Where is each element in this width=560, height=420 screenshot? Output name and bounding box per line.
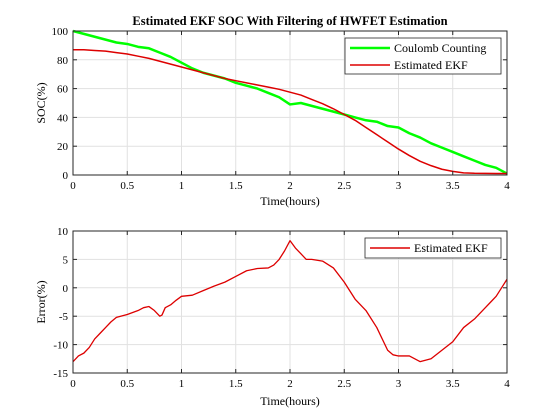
error-chart-series [72,240,508,363]
error-xtick-label: 1 [179,378,185,390]
error-ytick-label: 0 [63,283,69,295]
soc-xtick-label: 3.5 [446,180,460,192]
soc-legend-label-coulomb: Coulomb Counting [394,41,486,55]
soc-ytick-label: 0 [63,170,69,182]
soc-xtick-label: 2 [287,180,293,192]
soc-xtick-label: 2.5 [337,180,351,192]
soc-chart-ylabel: SOC(%) [34,82,48,123]
error-ytick-label: 5 [63,254,69,266]
soc-series-estimated-ekf [73,48,507,175]
soc-ytick-label: 40 [57,112,69,124]
error-ytick-label: -15 [53,368,68,380]
error-xtick-label: 2.5 [337,378,351,390]
soc-xtick-label: 1 [179,180,185,192]
error-xtick-label: 0.5 [120,378,134,390]
soc-legend-box [344,37,502,75]
error-xtick-label: 3.5 [446,378,460,390]
soc-xtick-label: 1.5 [229,180,243,192]
error-chart-xlabel: Time(hours) [260,394,320,408]
error-chart-ylabel: Error(%) [34,280,48,323]
soc-ytick-label: 80 [57,55,69,67]
error-ytick-label: -10 [53,340,68,352]
error-series-estimated-ekf [72,240,508,363]
error-legend-label-ekf: Estimated EKF [414,241,488,255]
soc-xtick-label: 4 [504,180,510,192]
error-ytick-label: -5 [59,311,69,323]
soc-xtick-label: 0 [70,180,76,192]
soc-legend-label-ekf: Estimated EKF [394,58,468,72]
error-xtick-label: 3 [396,378,402,390]
error-legend-box [364,237,502,259]
soc-chart-title: Estimated EKF SOC With Filtering of HWFE… [132,14,447,28]
error-xtick-label: 4 [504,378,510,390]
soc-ytick-label: 60 [57,84,69,96]
error-chart: 0 0.5 1 1.5 2 2.5 3 3.5 4 -15 -10 -5 0 5 10 Time(hours… [34,226,510,408]
error-chart-ticks: 0 0.5 1 1.5 2 2.5 3 3.5 4 -15 -10 -5 0 5 10 [53,226,510,390]
soc-xtick-label: 0.5 [120,180,134,192]
soc-series-coulomb-counting [72,29,508,175]
error-xtick-label: 1.5 [229,378,243,390]
error-xtick-label: 0 [70,378,76,390]
soc-chart: Estimated EKF SOC With Filtering of HWFE… [34,14,510,208]
error-ytick-label: 10 [57,226,69,238]
soc-chart-legend: Coulomb Counting Estimated EKF [344,37,502,75]
soc-ytick-label: 20 [57,141,69,153]
soc-xtick-label: 3 [396,180,402,192]
error-xtick-label: 2 [287,378,293,390]
soc-ytick-label: 100 [52,26,69,38]
soc-chart-series [72,29,508,175]
soc-chart-xlabel: Time(hours) [260,194,320,208]
error-chart-legend: Estimated EKF [364,237,502,259]
